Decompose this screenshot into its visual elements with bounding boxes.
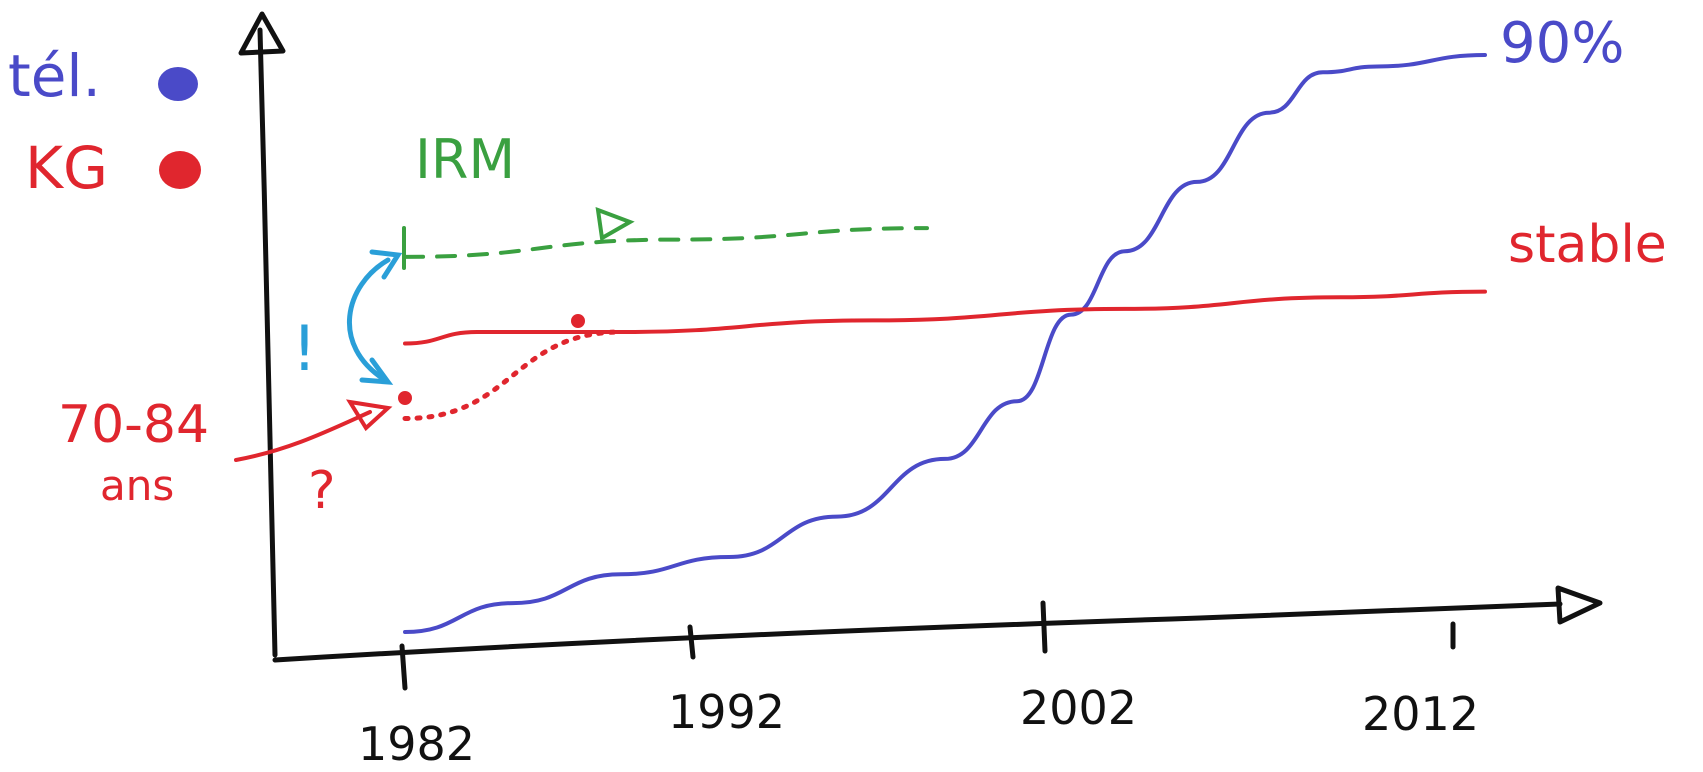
legend: tél. KG: [8, 42, 201, 202]
y-axis-line: [257, 27, 278, 658]
series-line-1: [403, 289, 1487, 346]
series-line-3: [403, 226, 929, 259]
annotations: 90% stable IRM 70-84 ans ? !: [58, 11, 1667, 521]
age-unit-label: ans: [100, 461, 174, 510]
axes: [238, 11, 1603, 691]
kg-start-point: [398, 391, 412, 405]
irm-markers: [402, 206, 635, 270]
kg-end-label: stable: [1508, 215, 1667, 275]
x-tick-1982: [399, 643, 408, 691]
series-layer: [402, 53, 1487, 634]
kg-join-point: [571, 314, 585, 328]
age-arrow-triangle: [346, 399, 393, 432]
question-mark: ?: [308, 461, 336, 521]
curved-arrow: [347, 249, 403, 385]
curved-arrow-head-bottom: [359, 357, 394, 385]
x-tick-labels: 1982 1992 2002 2012: [358, 681, 1479, 771]
series-line-0: [403, 53, 1487, 634]
irm-triangle-marker: [595, 206, 635, 242]
legend-dot-tel: [158, 67, 198, 101]
x-tick-1992: [687, 624, 696, 660]
legend-dot-kg: [159, 151, 201, 189]
exclamation-mark: !: [292, 312, 317, 385]
irm-label: IRM: [415, 128, 515, 191]
age-arrow-line: [234, 410, 372, 462]
curved-arrow-path: [347, 257, 391, 383]
kg-early-markers: [234, 314, 585, 462]
series-line-2: [402, 329, 624, 421]
tel-end-label: 90%: [1500, 11, 1624, 76]
x-tick-2002: [1040, 600, 1048, 654]
legend-label-kg: KG: [25, 134, 108, 202]
legend-label-tel: tél.: [8, 42, 101, 110]
age-label: 70-84: [58, 395, 209, 455]
y-axis-arrowhead: [238, 11, 286, 56]
x-axis-line: [272, 601, 1563, 663]
x-tick-label: 2012: [1362, 687, 1479, 741]
x-tick-label: 1982: [358, 717, 475, 771]
curved-arrow-head-top: [369, 249, 403, 280]
x-tick-label: 1992: [668, 685, 785, 739]
x-axis-arrowhead: [1555, 585, 1603, 625]
x-tick-label: 2002: [1020, 681, 1137, 735]
